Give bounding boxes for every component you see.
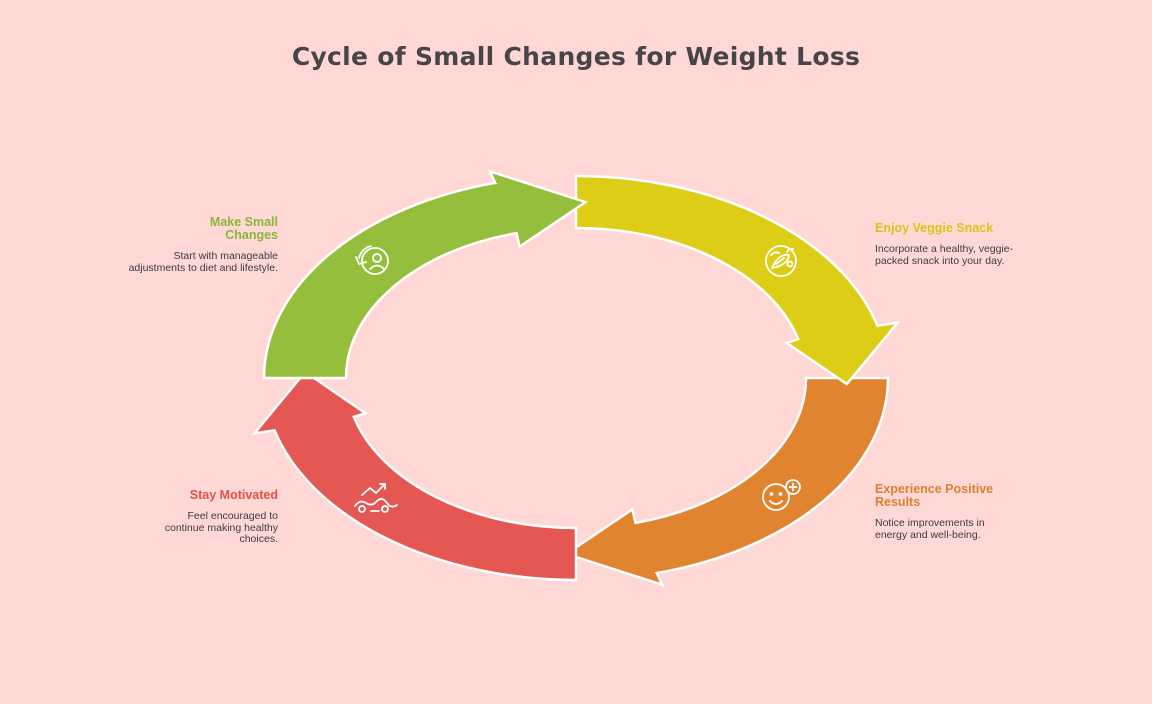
step-description: Notice improvements in energy and well-b… [875,517,985,541]
step-heading: Enjoy Veggie Snack [875,221,994,235]
cycle-arrow-4 [251,370,578,582]
growth-chart-icon [354,483,398,513]
cycle-arrow-1 [262,169,589,380]
refresh-person-icon [355,245,389,275]
step-description: Feel encouraged to continue making healt… [164,510,278,545]
smile-plus-icon [762,479,801,511]
vegetable-icon [765,245,797,277]
step-heading: Stay Motivated [189,488,278,502]
step-label-experience-positive-results: Experience Positive Results Notice impro… [875,483,1025,541]
cycle-arrow-3 [563,376,890,587]
cycle-arrow-2 [574,174,901,386]
step-description: Incorporate a healthy, veggie-packed sna… [875,243,1014,267]
step-label-make-small-changes: Make Small Changes Start with manageable… [128,216,278,274]
step-label-enjoy-veggie-snack: Enjoy Veggie Snack Incorporate a healthy… [875,222,1025,267]
step-label-stay-motivated: Stay Motivated Feel encouraged to contin… [128,489,278,546]
page-title: Cycle of Small Changes for Weight Loss [291,42,861,71]
step-description: Start with manageable adjustments to die… [128,250,278,274]
step-heading: Make Small Changes [209,215,278,242]
step-heading: Experience Positive Results [875,482,994,509]
